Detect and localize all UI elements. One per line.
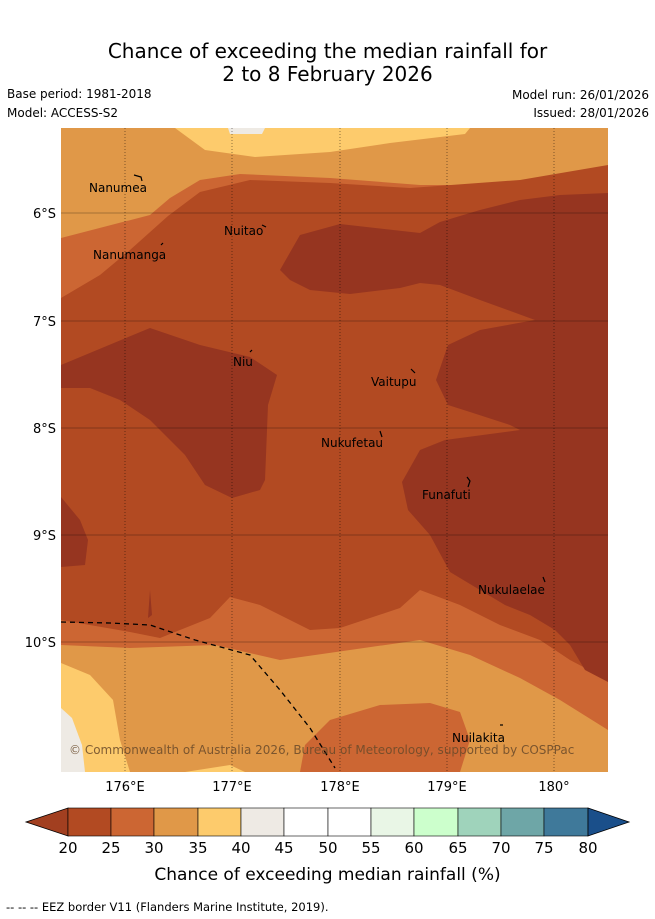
- island-nanumea-shape: [133, 174, 143, 182]
- cbar-tick-60: 60: [404, 839, 423, 857]
- label-nuilakita: Nuilakita: [452, 731, 505, 745]
- label-nanumanga: Nanumanga: [93, 248, 166, 262]
- chart-title: Chance of exceeding the median rainfall …: [0, 40, 655, 86]
- label-nanumea: Nanumea: [89, 181, 147, 195]
- zone-40-45-north: [228, 128, 265, 134]
- cbar-tick-50: 50: [318, 839, 337, 857]
- y-tick-6s: 6°S: [33, 207, 56, 222]
- island-nanumanga-shape: [160, 242, 164, 246]
- zone-below-20-west: [61, 328, 277, 498]
- x-tick-178e: 178°E: [320, 780, 360, 795]
- zone-below-20-spike: [148, 590, 152, 618]
- rainfall-map: Nanumea Nuitao Nanumanga Niu Vaitupu Nuk…: [24, 128, 631, 857]
- cbar-tick-35: 35: [188, 839, 207, 857]
- colorbar-label: Chance of exceeding median rainfall (%): [154, 865, 501, 885]
- zone-40-45-southwest: [61, 708, 85, 772]
- parallel-lines: [61, 212, 608, 643]
- island-outlines: [133, 174, 546, 726]
- cbar-tick-45: 45: [274, 839, 293, 857]
- rainfall-probability-field: [61, 128, 608, 772]
- cbar-tick-20: 20: [58, 839, 77, 857]
- model-run: Model run: 26/01/2026: [511, 88, 649, 102]
- eez-legend: -- -- -- EEZ border V11 (Flanders Marine…: [6, 900, 329, 914]
- eez-border: [61, 621, 336, 769]
- y-tick-10s: 10°S: [25, 636, 56, 651]
- model-name: Model: ACCESS-S2: [7, 106, 119, 120]
- zone-35-40-south: [185, 765, 245, 772]
- island-funafuti-shape: [466, 476, 471, 488]
- colorbar-bin-70-75: [500, 807, 545, 837]
- base-period: Base period: 1981-2018: [7, 87, 152, 101]
- x-tick-180: 180°: [538, 780, 569, 795]
- copyright-notice: © Commonwealth of Australia 2026, Bureau…: [69, 743, 574, 757]
- island-nukulaelae-shape: [542, 576, 546, 583]
- label-nukulaelae: Nukulaelae: [478, 583, 545, 597]
- colorbar-bin-30-35: [153, 807, 199, 837]
- island-niu-shape: [249, 349, 253, 353]
- x-tick-179e: 179°E: [427, 780, 467, 795]
- label-nuitao: Nuitao: [224, 224, 263, 238]
- label-funafuti: Funafuti: [422, 488, 471, 502]
- x-tick-176e: 176°E: [105, 780, 145, 795]
- colorbar-extend-high: [587, 807, 631, 837]
- colorbar-bin-25-30: [110, 807, 155, 837]
- cbar-tick-65: 65: [448, 839, 467, 857]
- colorbar-bin-65-70: [457, 807, 502, 837]
- colorbar-bin-55-60: [370, 807, 415, 837]
- colorbar-bin-60-65: [413, 807, 459, 837]
- title-line-1: Chance of exceeding the median rainfall …: [107, 39, 548, 63]
- cbar-tick-75: 75: [534, 839, 553, 857]
- zone-35-40-north: [175, 128, 470, 157]
- colorbar-bin-75-80: [543, 807, 589, 837]
- colorbar-bin-20-25: [67, 807, 112, 837]
- cbar-tick-80: 80: [578, 839, 597, 857]
- cbar-tick-30: 30: [144, 839, 163, 857]
- y-tick-9s: 9°S: [33, 529, 56, 544]
- x-tick-177e: 177°E: [212, 780, 252, 795]
- cbar-tick-55: 55: [361, 839, 380, 857]
- colorbar-extend-low: [24, 807, 69, 837]
- title-line-2: 2 to 8 February 2026: [222, 62, 433, 86]
- zone-25-30-south: [300, 703, 470, 772]
- colorbar-bin-45-50: [283, 807, 329, 837]
- colorbar-bin-35-40: [197, 807, 242, 837]
- label-niu: Niu: [233, 355, 253, 369]
- label-nukufetau: Nukufetau: [321, 436, 383, 450]
- colorbar-bin-50-55: [327, 807, 372, 837]
- island-vaitupu-shape: [410, 368, 416, 374]
- colorbar-bin-40-45: [240, 807, 285, 837]
- island-nuitao-shape: [261, 224, 267, 228]
- island-nukufetau-shape: [379, 430, 383, 438]
- zone-below-20-southwest: [61, 497, 88, 567]
- label-vaitupu: Vaitupu: [371, 375, 417, 389]
- cbar-tick-25: 25: [101, 839, 120, 857]
- cbar-tick-70: 70: [491, 839, 510, 857]
- issued-date: Issued: 28/01/2026: [533, 106, 649, 120]
- y-tick-8s: 8°S: [33, 422, 56, 437]
- meridian-lines: [124, 128, 555, 772]
- colorbar: [24, 807, 631, 837]
- cbar-tick-40: 40: [231, 839, 250, 857]
- y-tick-7s: 7°S: [33, 315, 56, 330]
- zone-below-20-east: [280, 193, 608, 682]
